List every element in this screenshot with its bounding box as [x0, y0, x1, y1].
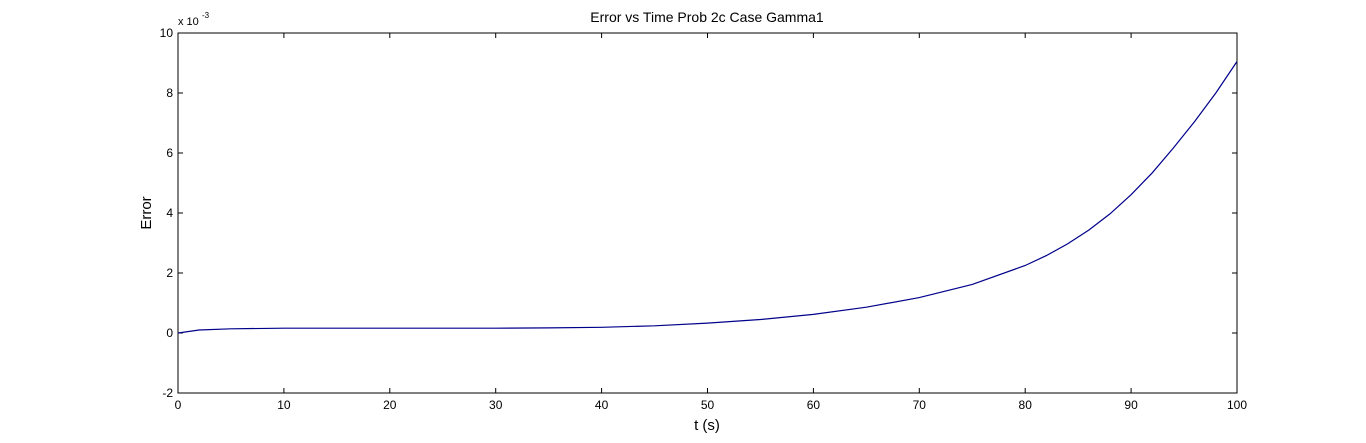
- y-tick-label: 10: [160, 26, 174, 40]
- x-tick-label: 40: [595, 398, 609, 412]
- x-tick-label: 10: [277, 398, 291, 412]
- x-tick-label: 80: [1019, 398, 1033, 412]
- y-exponent-power: -3: [202, 11, 210, 20]
- y-tick-label: 8: [166, 86, 173, 100]
- chart-title: Error vs Time Prob 2c Case Gamma1: [590, 9, 824, 25]
- x-tick-label: 0: [175, 398, 182, 412]
- x-tick-label: 50: [701, 398, 715, 412]
- y-tick-label: 2: [166, 266, 173, 280]
- plot-area: [177, 32, 1238, 394]
- x-tick-label: 100: [1227, 398, 1247, 412]
- x-axis-label: t (s): [694, 417, 720, 434]
- x-tick-label: 60: [807, 398, 821, 412]
- x-tick-label: 90: [1124, 398, 1138, 412]
- x-tick-label: 20: [383, 398, 397, 412]
- y-tick-label: 6: [166, 146, 173, 160]
- x-tick-label: 30: [489, 398, 503, 412]
- y-axis-label: Error: [138, 196, 155, 229]
- y-tick-label: 4: [166, 206, 173, 220]
- y-exponent-base: x 10: [178, 16, 199, 28]
- x-tick-label: 70: [913, 398, 927, 412]
- error-series-line: [177, 61, 1238, 334]
- y-tick-label: 0: [166, 326, 173, 340]
- y-tick-label: -2: [162, 386, 173, 400]
